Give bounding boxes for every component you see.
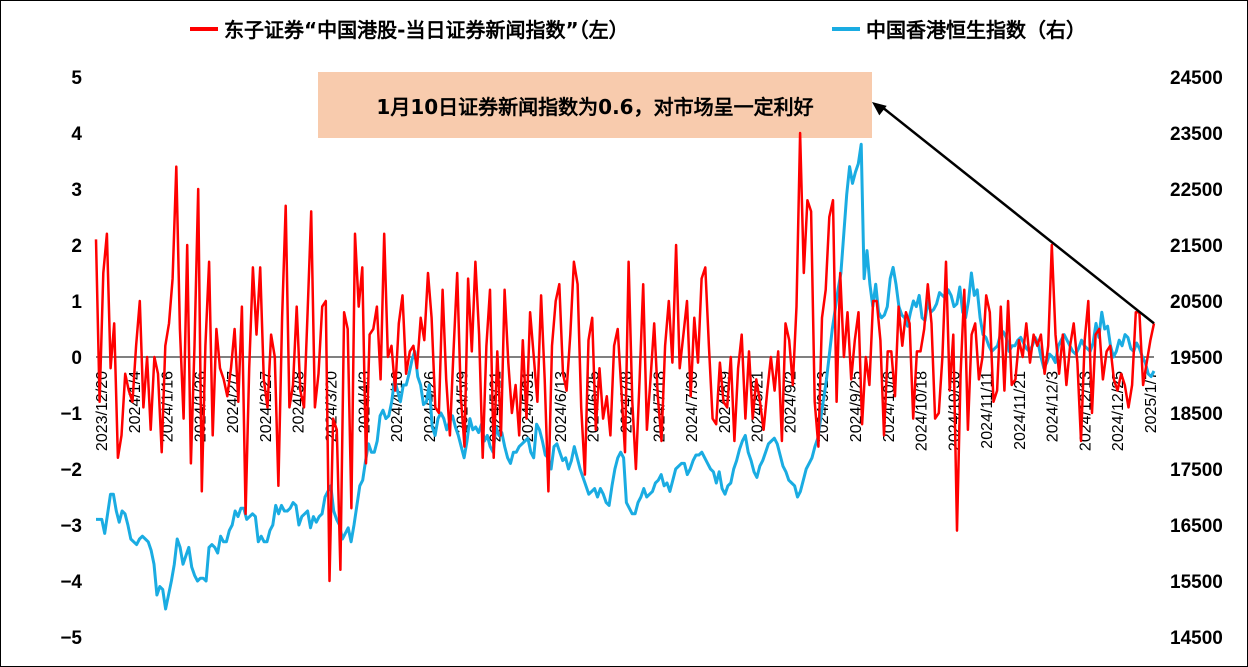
y-right-tick-label: 16500 [1170, 516, 1223, 537]
x-tick-label: 2024/1/4 [127, 371, 144, 433]
x-tick-label: 2024/3/8 [291, 371, 308, 433]
y-left-tick-label: 2 [71, 236, 82, 257]
x-tick-label: 2024/7/30 [684, 371, 701, 442]
x-tick-label: 2025/1/7 [1143, 371, 1160, 433]
y-right-tick-label: 23500 [1170, 124, 1223, 145]
y-right-tick-label: 17500 [1170, 460, 1223, 481]
y-left-tick-label: 3 [71, 180, 82, 201]
y-left-tick-label: −3 [60, 516, 82, 537]
annotation-text: 1月10日证券新闻指数为0.6，对市场呈一定利好 [376, 94, 814, 119]
y-left-tick-label: 0 [71, 348, 82, 369]
x-tick-label: 2024/12/3 [1045, 371, 1062, 442]
y-left-tick-label: −1 [60, 404, 82, 425]
legend-swatch-red [190, 26, 218, 31]
legend-item-left-series: 东子证券“中国港股-当日证券新闻指数”（左） [190, 14, 629, 43]
y-left-tick-label: 4 [71, 124, 82, 145]
y-right-tick-label: 21500 [1170, 236, 1223, 257]
x-tick-label: 2023/12/20 [94, 371, 111, 451]
x-tick-label: 2024/5/9 [455, 371, 472, 433]
x-tick-label: 2024/11/21 [1012, 371, 1029, 450]
series-line-hang-seng [96, 142, 1156, 611]
y-left-tick-label: −5 [60, 628, 82, 649]
x-tick-label: 2024/12/25 [1110, 371, 1127, 451]
y-right-tick-label: 18500 [1170, 404, 1223, 425]
series-line-news-index [94, 131, 1156, 583]
annotation-arrowhead [872, 102, 887, 116]
y-left-tick-label: 1 [71, 292, 82, 313]
legend-label-right: 中国香港恒生指数（右） [866, 18, 1086, 42]
legend-swatch-blue [832, 26, 860, 31]
y-right-tick-label: 24500 [1170, 68, 1223, 89]
legend-item-right-series: 中国香港恒生指数（右） [832, 14, 1086, 43]
annotation-box: 1月10日证券新闻指数为0.6，对市场呈一定利好 [318, 72, 872, 138]
y-right-tick-label: 20500 [1170, 292, 1223, 313]
y-left-tick-label: −2 [60, 460, 82, 481]
y-right-tick-label: 14500 [1170, 628, 1223, 649]
y-right-tick-label: 19500 [1170, 348, 1223, 369]
x-tick-label: 2024/10/18 [914, 371, 931, 451]
y-left-tick-label: −4 [60, 572, 82, 593]
y-right-tick-label: 15500 [1170, 572, 1223, 593]
annotation-arrow [881, 106, 1155, 325]
y-left-tick-label: 5 [71, 68, 82, 89]
y-right-tick-label: 22500 [1170, 180, 1223, 201]
legend-label-left: 东子证券“中国港股-当日证券新闻指数”（左） [224, 18, 629, 42]
x-tick-label: 2024/9/2 [782, 371, 799, 433]
